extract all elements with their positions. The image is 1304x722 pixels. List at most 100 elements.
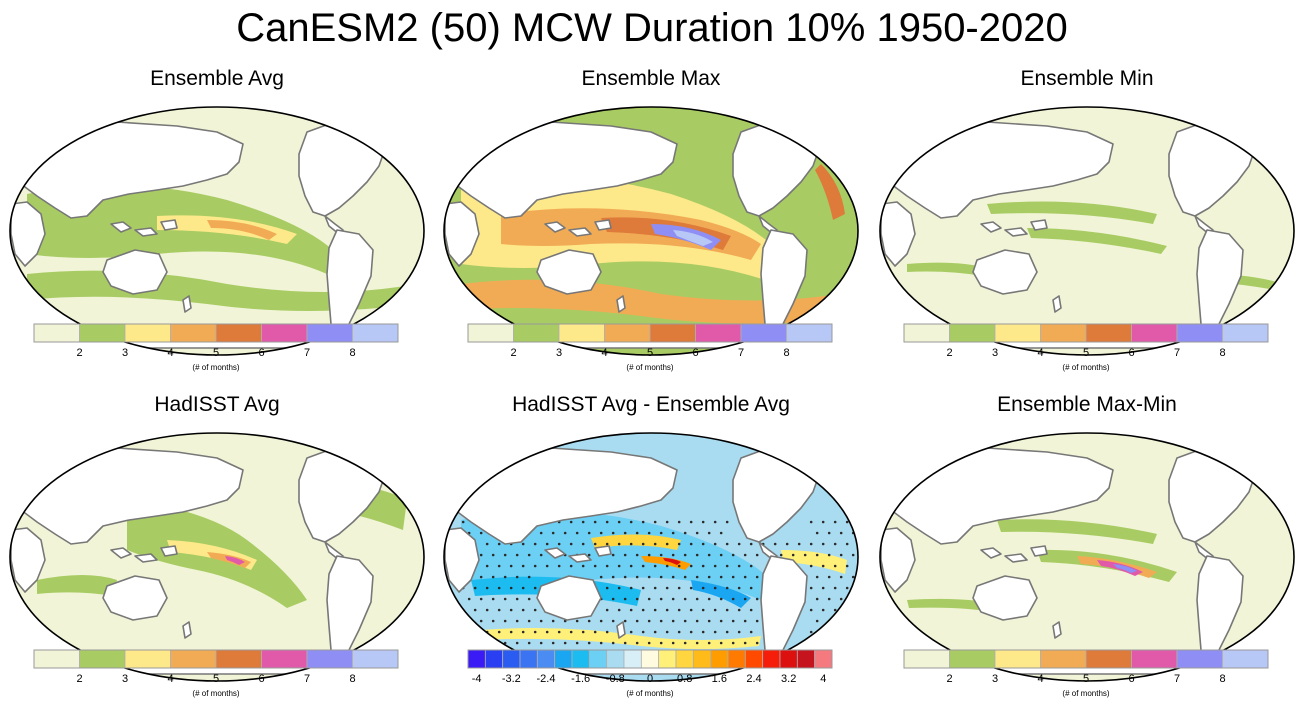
colorbar-tick-label: 2 — [946, 347, 952, 359]
colorbar-tick-label: 8 — [349, 347, 355, 359]
map-ensemble-min — [879, 106, 1295, 356]
colorbar-swatch — [640, 649, 660, 669]
colorbar-swatch — [1040, 649, 1087, 669]
colorbar-swatch — [513, 323, 560, 343]
colorbar-tick-label: 4 — [167, 673, 173, 685]
colorbar-swatch — [762, 649, 781, 669]
colorbar-tick-label: 4 — [820, 673, 826, 685]
colorbar-swatch — [604, 323, 651, 343]
colorbar-swatch — [740, 323, 787, 343]
colorbar-swatch — [215, 323, 262, 343]
map-ensemble-max — [443, 106, 859, 356]
colorbar-tick-label: -1.6 — [571, 673, 590, 685]
colorbar-swatch — [571, 649, 590, 669]
colorbar-swatch — [814, 649, 833, 669]
colorbar-swatch — [558, 323, 605, 343]
colorbar-tick-label: 3.2 — [781, 673, 796, 685]
colorbar-swatch — [994, 649, 1041, 669]
colorbar-unit-label: (# of months) — [1062, 363, 1109, 372]
colorbar-swatch — [1040, 323, 1087, 343]
colorbar-swatch — [649, 323, 696, 343]
colorbar-tick-label: 0.8 — [677, 673, 692, 685]
colorbar-tick-label: 7 — [304, 673, 310, 685]
colorbar-tick-label: 7 — [1174, 673, 1180, 685]
colorbar-swatch — [727, 649, 746, 669]
map-hadisst-minus-ensemble — [443, 432, 859, 682]
colorbar-swatch — [606, 649, 625, 669]
colorbar-hadisst-avg: 2 3 4 5 6 7 8 (# of months) — [33, 649, 399, 698]
colorbar-tick-label: -4 — [472, 673, 482, 685]
colorbar-tick-label: 8 — [783, 347, 789, 359]
colorbar-tick-label: 4 — [601, 347, 607, 359]
colorbar-swatch — [352, 649, 399, 669]
colorbar-tick-label: 8 — [349, 673, 355, 685]
colorbar-swatch — [215, 649, 262, 669]
colorbar-tick-label: 1.6 — [712, 673, 727, 685]
colorbar-swatch — [658, 649, 677, 669]
colorbar-unit-label: (# of months) — [1062, 689, 1109, 698]
colorbar-swatch — [467, 649, 486, 669]
colorbar-tick-label: 4 — [1037, 347, 1043, 359]
colorbar-swatch — [1222, 649, 1269, 669]
colorbar-tick-label: 2 — [76, 673, 82, 685]
colorbar-tick-label: 5 — [1083, 673, 1089, 685]
colorbar-swatch — [170, 323, 217, 343]
colorbar-tick-label: 3 — [122, 673, 128, 685]
colorbar-swatch — [692, 649, 712, 669]
colorbar-swatch — [170, 649, 217, 669]
colorbar-tick-label: 6 — [692, 347, 698, 359]
colorbar-tick-label: 6 — [1128, 347, 1134, 359]
colorbar-ensemble-max: 2 3 4 5 6 7 8 (# of months) — [467, 323, 833, 372]
colorbar-tick-label: 3 — [122, 347, 128, 359]
colorbar-swatch — [949, 649, 996, 669]
colorbar-tick-label: 6 — [1128, 673, 1134, 685]
colorbar-tick-label: 5 — [213, 347, 219, 359]
colorbar-ensemble-min: 2 3 4 5 6 7 8 (# of months) — [903, 323, 1269, 372]
colorbar-swatch — [588, 649, 608, 669]
colorbar-tick-label: 8 — [1219, 673, 1225, 685]
panel-title: Ensemble Min — [1020, 67, 1154, 90]
colorbar-swatch — [519, 649, 538, 669]
colorbar-unit-label: (# of months) — [626, 363, 673, 372]
colorbar-swatch — [306, 323, 353, 343]
colorbar-swatch — [796, 649, 816, 669]
colorbar-tick-label: 5 — [213, 673, 219, 685]
colorbar-swatch — [502, 649, 521, 669]
colorbar-tick-label: 3 — [992, 347, 998, 359]
colorbar-swatch — [1176, 649, 1223, 669]
colorbar-swatch — [1176, 323, 1223, 343]
colorbar-swatch — [675, 649, 694, 669]
colorbar-tick-label: 7 — [1174, 347, 1180, 359]
colorbar-tick-label: 7 — [304, 347, 310, 359]
colorbar-tick-label: 2 — [946, 673, 952, 685]
panel-ensemble-avg: Ensemble Avg 2 3 4 5 6 7 8 (# of months) — [7, 66, 427, 396]
panel-title: Ensemble Max — [581, 67, 721, 90]
colorbar-swatch — [623, 649, 642, 669]
colorbar-swatch — [1131, 323, 1178, 343]
colorbar-swatch — [710, 649, 729, 669]
colorbar-swatch — [994, 323, 1041, 343]
colorbar-tick-label: 4 — [1037, 673, 1043, 685]
colorbar-tick-label: 5 — [1083, 347, 1089, 359]
colorbar-tick-label: 5 — [647, 347, 653, 359]
colorbar-tick-label: 0 — [647, 673, 653, 685]
colorbar-swatch — [949, 323, 996, 343]
colorbar-swatch — [1085, 323, 1132, 343]
colorbar-swatch — [33, 323, 80, 343]
colorbar-tick-label: 2 — [510, 347, 516, 359]
panel-title: HadISST Avg — [154, 393, 280, 416]
panel-ensemble-max-min: Ensemble Max-Min 2 3 4 5 6 7 8 (# of months) — [877, 392, 1297, 722]
colorbar-swatch — [1222, 323, 1269, 343]
colorbar-swatch — [695, 323, 742, 343]
colorbar-swatch — [536, 649, 556, 669]
colorbar-unit-label: (# of months) — [626, 689, 673, 698]
colorbar-tick-label: 7 — [738, 347, 744, 359]
colorbar-swatch — [903, 323, 950, 343]
colorbar-tick-label: 6 — [258, 347, 264, 359]
panel-ensemble-max: Ensemble Max 2 3 4 5 6 7 8 (# of months) — [441, 66, 861, 396]
colorbar-tick-label: -2.4 — [537, 673, 556, 685]
colorbar-swatch — [1085, 649, 1132, 669]
colorbar-unit-label: (# of months) — [192, 689, 239, 698]
colorbar-swatch — [124, 323, 171, 343]
panel-ensemble-min: Ensemble Min 2 3 4 5 6 7 8 (# of months) — [877, 66, 1297, 396]
